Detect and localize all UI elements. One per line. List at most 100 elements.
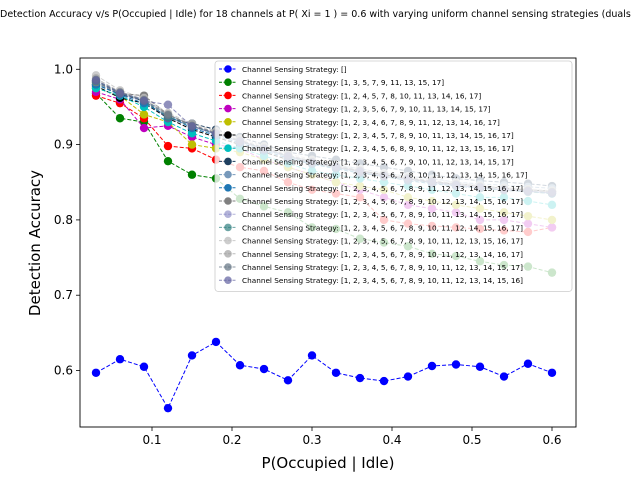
data-point (139, 96, 149, 106)
legend-marker (224, 170, 232, 179)
data-point (187, 170, 197, 179)
y-tick-label: 1.0 (54, 62, 73, 76)
legend-label: Channel Sensing Strategy: [1, 2, 3, 4, 5… (242, 263, 523, 272)
legend-item: Channel Sensing Strategy: [1, 3, 5, 7, 9… (219, 78, 444, 87)
legend-box (214, 60, 573, 292)
legend-item: Channel Sensing Strategy: [1, 2, 3, 4, 5… (219, 184, 523, 193)
legend-label: Channel Sensing Strategy: [1, 3, 5, 7, 9… (242, 78, 444, 87)
data-point (547, 368, 557, 377)
legend-label: Channel Sensing Strategy: [1, 2, 3, 5, 6… (242, 105, 491, 114)
data-point (307, 351, 317, 360)
legend-item: Channel Sensing Strategy: [1, 2, 3, 4, 5… (219, 276, 523, 285)
legend-item: Channel Sensing Strategy: [1, 2, 3, 4, 5… (219, 237, 523, 246)
data-point (187, 140, 197, 149)
legend-marker (224, 157, 232, 166)
legend-marker (224, 144, 232, 152)
x-axis-label: P(Occupied | Idle) (262, 454, 395, 472)
data-point (163, 141, 173, 151)
data-point (139, 362, 149, 371)
y-tick-label: 0.6 (54, 364, 73, 378)
data-point (523, 359, 533, 368)
legend-marker (224, 118, 232, 126)
legend-label: Channel Sensing Strategy: [1, 2, 3, 4, 5… (242, 144, 514, 153)
legend-label: Channel Sensing Strategy: [1, 2, 3, 4, 5… (242, 223, 523, 232)
legend-label: Channel Sensing Strategy: [1, 2, 3, 4, 5… (242, 250, 523, 259)
x-tick-label: 0.6 (542, 433, 561, 447)
x-tick-label: 0.1 (142, 433, 161, 447)
legend-marker (224, 91, 232, 100)
data-point (211, 337, 221, 347)
legend-item: Channel Sensing Strategy: [1, 2, 3, 4, 5… (219, 210, 523, 219)
data-point (451, 360, 461, 369)
legend-item: Channel Sensing Strategy: [1, 2, 3, 4, 5… (219, 263, 523, 272)
data-point (115, 114, 125, 123)
legend-marker (224, 236, 232, 245)
y-tick-label: 0.8 (54, 213, 73, 227)
data-point (187, 351, 197, 360)
legend-label: Channel Sensing Strategy: [1, 2, 3, 4, 5… (242, 197, 523, 206)
legend-label: Channel Sensing Strategy: [1, 2, 3, 4, 5… (242, 210, 523, 219)
legend-label: Channel Sensing Strategy: [1, 2, 3, 4, 5… (242, 171, 528, 180)
legend-label: Channel Sensing Strategy: [] (242, 65, 347, 74)
legend-item: Channel Sensing Strategy: [1, 2, 3, 4, 6… (219, 118, 500, 127)
x-tick-label: 0.5 (462, 433, 481, 447)
y-tick-label: 0.9 (54, 138, 73, 152)
x-tick-label: 0.4 (382, 433, 401, 447)
legend-label: Channel Sensing Strategy: [1, 2, 3, 4, 5… (242, 157, 514, 166)
legend-label: Channel Sensing Strategy: [1, 2, 3, 4, 5… (242, 131, 514, 140)
data-point (475, 362, 485, 371)
legend-item: Channel Sensing Strategy: [1, 2, 3, 4, 5… (219, 157, 514, 166)
legend-marker (224, 276, 232, 285)
legend-marker (224, 131, 232, 139)
legend-marker (224, 197, 232, 205)
legend-label: Channel Sensing Strategy: [1, 2, 3, 4, 5… (242, 237, 523, 246)
y-axis: 0.6 0.7 0.8 0.9 1.0 (54, 62, 80, 378)
chart-title: Detection Accuracy v/s P(Occupied | Idle… (0, 9, 631, 20)
data-point (235, 361, 245, 370)
data-point (259, 364, 269, 374)
legend: Channel Sensing Strategy: [] Channel Sens… (214, 60, 573, 292)
data-point (187, 122, 197, 131)
data-point (163, 100, 173, 109)
legend-marker (224, 65, 232, 73)
data-point (163, 403, 173, 413)
legend-item: Channel Sensing Strategy: [1, 2, 3, 4, 5… (219, 131, 514, 140)
legend-marker (224, 184, 232, 192)
legend-marker (224, 78, 232, 86)
legend-item: Channel Sensing Strategy: [1, 2, 3, 4, 5… (219, 250, 523, 259)
series-line (95, 341, 553, 410)
data-point (331, 368, 341, 377)
axes-frame (79, 57, 577, 428)
legend-marker (224, 104, 232, 113)
x-tick-label: 0.3 (302, 433, 321, 447)
data-point (355, 373, 365, 383)
data-point (115, 89, 125, 98)
legend-marker (224, 250, 232, 258)
legend-label: Channel Sensing Strategy: [1, 2, 3, 4, 5… (242, 276, 523, 285)
data-point (427, 361, 437, 371)
data-point (163, 156, 173, 166)
legend-item: Channel Sensing Strategy: [] (219, 65, 347, 74)
data-point (403, 372, 413, 381)
legend-item: Channel Sensing Strategy: [1, 2, 4, 5, 7… (219, 91, 481, 100)
data-point (379, 376, 389, 386)
legend-marker (224, 223, 232, 232)
legend-label: Channel Sensing Strategy: [1, 2, 3, 4, 5… (242, 184, 523, 193)
data-point (499, 372, 509, 381)
y-tick-label: 0.7 (54, 288, 73, 302)
legend-item: Channel Sensing Strategy: [1, 2, 3, 4, 5… (219, 144, 514, 153)
data-point (139, 123, 149, 133)
legend-marker (224, 263, 232, 271)
x-tick-label: 0.2 (222, 433, 241, 447)
legend-item: Channel Sensing Strategy: [1, 2, 3, 4, 5… (219, 171, 528, 180)
legend-item: Channel Sensing Strategy: [1, 2, 3, 4, 5… (219, 223, 523, 232)
data-point (115, 355, 125, 364)
legend-item: Channel Sensing Strategy: [1, 2, 3, 4, 5… (219, 197, 523, 206)
legend-label: Channel Sensing Strategy: [1, 2, 4, 5, 7… (242, 91, 481, 100)
series-0 (91, 337, 557, 413)
legend-item: Channel Sensing Strategy: [1, 2, 3, 5, 6… (219, 105, 491, 114)
data-point (139, 110, 149, 119)
data-point (91, 368, 101, 377)
y-axis-label: Detection Accuracy (26, 170, 44, 316)
